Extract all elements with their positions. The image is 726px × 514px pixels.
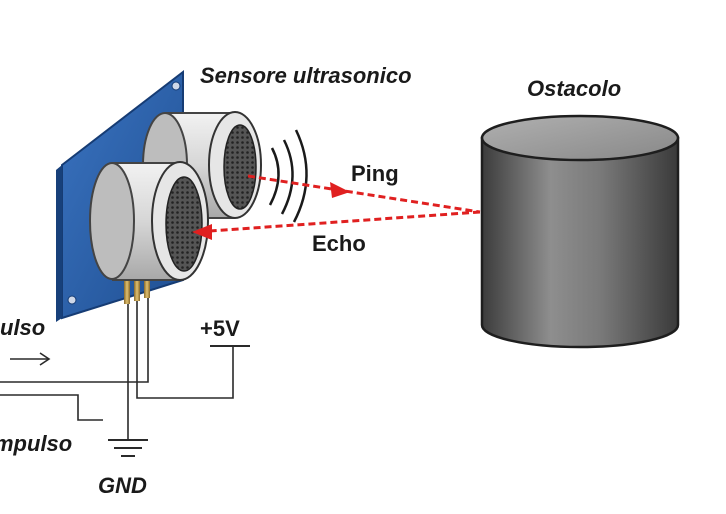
echo-line [195, 210, 481, 234]
echo-arrowhead [192, 224, 212, 240]
gnd-label: GND [98, 473, 147, 498]
trigger-wire [0, 296, 149, 383]
echo-label: Echo [312, 231, 366, 256]
sound-waves [268, 129, 308, 223]
vcc-label: +5V [200, 316, 240, 341]
ping-label: Ping [351, 161, 399, 186]
obstacle-cylinder [480, 114, 680, 349]
sensor-pins [124, 272, 150, 304]
transducer-front [89, 161, 209, 281]
obstacle-label: Ostacolo [527, 76, 621, 101]
signal-arrows [192, 174, 481, 240]
trigger-label: ulso [0, 315, 45, 340]
sensor-label: Sensore ultrasonico [200, 63, 412, 88]
echo-pin-wire [0, 394, 103, 421]
trigger-arrow [10, 352, 51, 366]
ping-arrowhead [330, 182, 350, 198]
vcc-wire [136, 296, 234, 399]
echo-pin-label: mpulso [0, 431, 72, 456]
circuit-wires [0, 296, 250, 457]
ping-line [247, 174, 481, 214]
sensor-module [56, 69, 262, 322]
